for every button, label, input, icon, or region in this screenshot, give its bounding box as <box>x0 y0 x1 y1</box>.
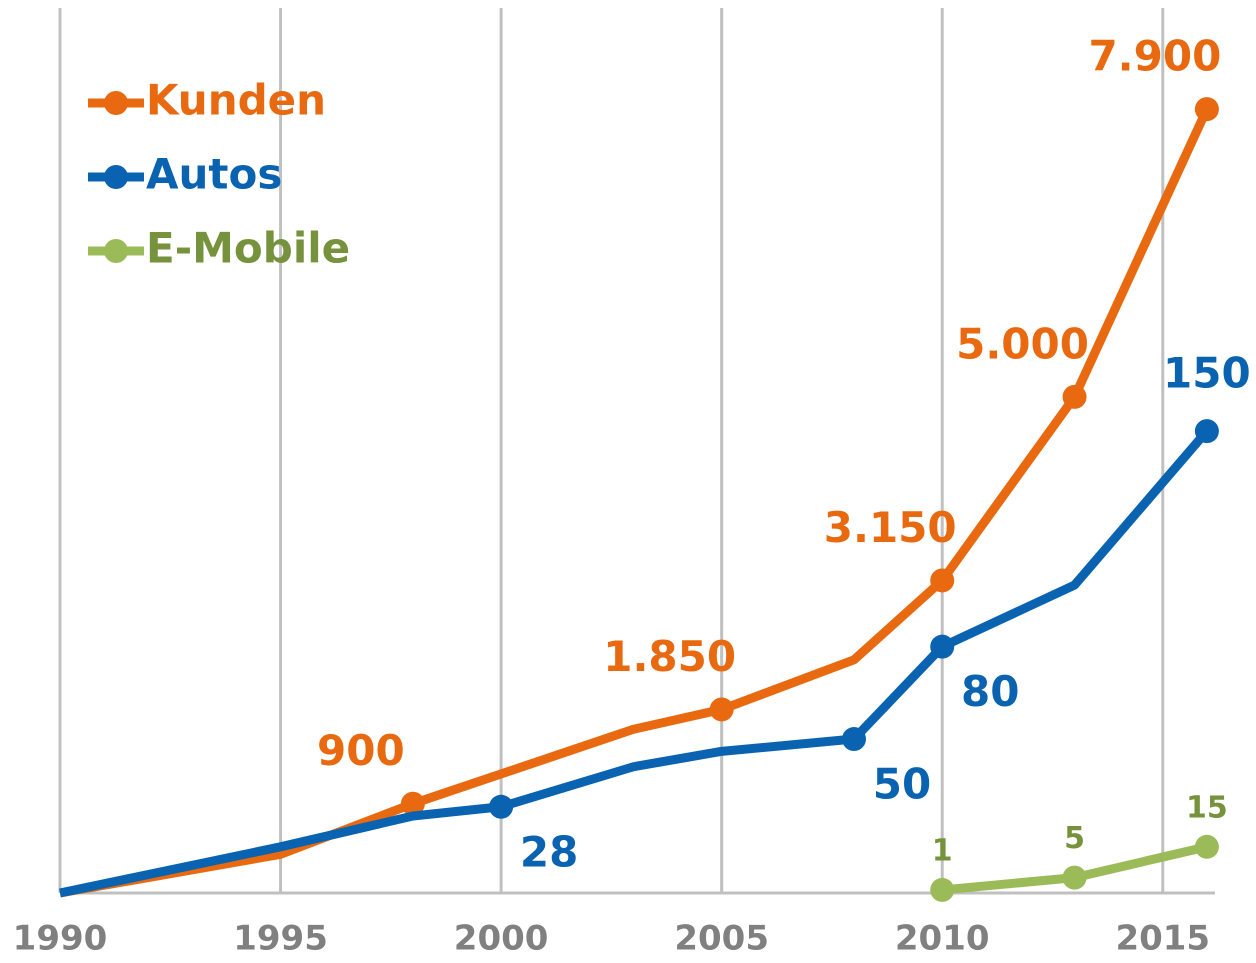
line <box>59 428 1211 898</box>
x-tick-label: 1990 <box>13 919 108 959</box>
data-label: 5.000 <box>956 319 1089 368</box>
x-tick-label: 2005 <box>674 919 769 959</box>
legend-label: Kunden <box>146 76 326 125</box>
data-label: 1.850 <box>603 632 736 681</box>
data-label: 15 <box>1186 790 1228 825</box>
data-label: 28 <box>520 827 578 876</box>
data-label: 50 <box>873 760 931 809</box>
x-tick-label: 2015 <box>1115 919 1210 959</box>
data-label: 900 <box>317 726 405 775</box>
legend-label: Autos <box>146 150 282 199</box>
point <box>930 877 955 902</box>
data-label: 5 <box>1064 821 1085 856</box>
data-label: 80 <box>961 667 1019 716</box>
x-tick-label: 2010 <box>895 919 990 959</box>
legend-marker <box>104 165 128 189</box>
legend-marker <box>104 91 128 115</box>
x-tick-label: 2000 <box>454 919 549 959</box>
point <box>489 794 514 819</box>
data-label: 150 <box>1163 349 1251 398</box>
data-label: 1 <box>932 833 953 868</box>
legend-marker <box>104 239 128 263</box>
x-tick-label: 1995 <box>233 919 328 959</box>
point <box>1062 384 1087 409</box>
point <box>400 791 425 816</box>
data-label: 3.150 <box>824 503 957 552</box>
point <box>930 568 955 593</box>
point <box>1062 865 1087 890</box>
legend-label: E-Mobile <box>146 224 350 273</box>
point <box>930 634 955 659</box>
point <box>1194 834 1219 859</box>
point <box>709 697 734 722</box>
point <box>842 727 866 752</box>
point <box>1194 97 1219 122</box>
data-label: 7.900 <box>1088 32 1221 81</box>
point <box>1194 419 1219 444</box>
